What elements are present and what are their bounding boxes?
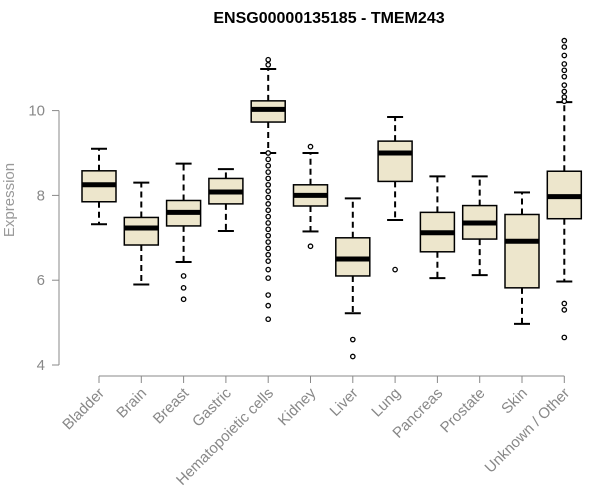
outlier-point (265, 245, 272, 252)
outlier-point (265, 207, 272, 214)
boxes-layer (81, 37, 583, 360)
box-group (81, 147, 117, 226)
chart-title: ENSG00000135185 - TMEM243 (213, 10, 444, 27)
box-group (504, 191, 540, 325)
outlier-point (265, 258, 272, 264)
outlier-point (265, 61, 272, 68)
outlier-point (561, 300, 568, 307)
box-group (419, 175, 456, 280)
outlier-point (561, 73, 568, 80)
outlier-point (180, 284, 187, 291)
outlier-point (265, 175, 272, 182)
outlier-point (265, 316, 272, 323)
outlier-point (561, 98, 568, 105)
box-group (546, 37, 583, 341)
x-tick-label: Liver (327, 385, 362, 420)
box (123, 216, 160, 246)
outlier-point (265, 162, 272, 169)
outlier-point (265, 181, 272, 188)
outlier-point (561, 44, 568, 50)
x-tick-label: Breast (150, 384, 193, 427)
x-tick-label: Bladder (59, 385, 108, 434)
outlier-point (561, 67, 568, 74)
outlier-point (307, 243, 314, 250)
outlier-point (561, 61, 568, 67)
box-group (335, 197, 371, 360)
outlier-point (265, 239, 272, 245)
outlier-point (561, 307, 568, 313)
x-tick-label: Skin (498, 385, 531, 418)
outlier-point (265, 266, 272, 273)
box-group (165, 162, 202, 303)
outlier-point (265, 213, 272, 220)
outlier-point (307, 143, 314, 150)
outlier-point (561, 52, 568, 59)
y-axis-label: Expression (1, 163, 18, 237)
outlier-point (561, 37, 568, 44)
outlier-point (265, 302, 272, 309)
box (504, 213, 540, 289)
outlier-point (265, 292, 272, 298)
y-tick-label: 8 (37, 187, 45, 204)
outlier-point (265, 220, 272, 226)
outlier-point (265, 169, 272, 175)
outlier-point (265, 201, 272, 207)
x-tick-label: Kidney (275, 384, 320, 429)
y-axis: 4 6 8 10 (28, 103, 60, 374)
y-tick-label: 6 (37, 272, 45, 289)
outlier-point (265, 150, 272, 156)
box-group (377, 115, 413, 273)
x-tick-label: Brain (113, 385, 150, 422)
outlier-point (180, 296, 187, 303)
box-group (250, 56, 286, 323)
outlier-point (349, 336, 356, 343)
outlier-point (561, 82, 568, 89)
outlier-point (265, 156, 272, 163)
outlier-point (265, 275, 272, 281)
outlier-point (265, 194, 272, 201)
outlier-point (265, 188, 272, 195)
outlier-point (265, 232, 272, 239)
x-tick-label: Prostate (437, 385, 489, 437)
y-tick-label: 10 (28, 103, 45, 120)
outlier-point (265, 226, 272, 233)
outlier-point (561, 334, 568, 341)
outlier-point (392, 266, 398, 273)
box-group (123, 181, 160, 286)
y-tick-label: 4 (37, 357, 45, 374)
outlier-point (265, 251, 272, 258)
outlier-point (349, 353, 356, 360)
outlier-point (180, 273, 187, 279)
box (377, 140, 413, 183)
box-group (461, 175, 498, 277)
box-group (208, 168, 244, 233)
x-tick-label: Lung (368, 385, 404, 421)
outlier-point (561, 88, 568, 95)
outlier-point (265, 56, 272, 63)
box-group (292, 143, 329, 250)
